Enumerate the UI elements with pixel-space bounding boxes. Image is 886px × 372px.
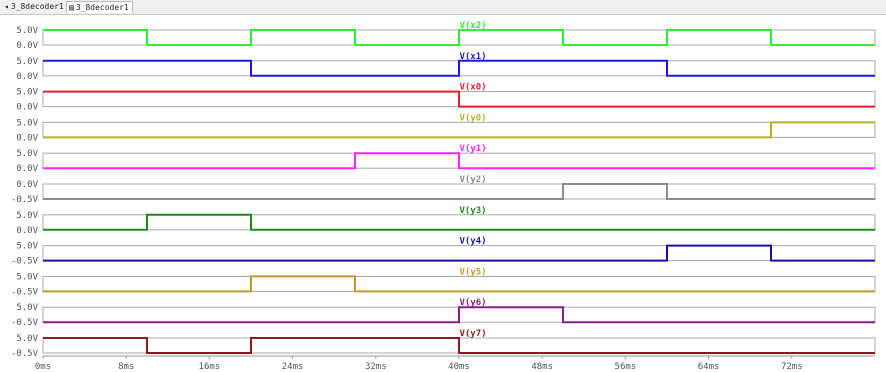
series-label: V(y2) bbox=[459, 175, 486, 185]
waveform-icon: ◂ bbox=[4, 2, 9, 11]
trace-vy3 bbox=[43, 213, 875, 231]
tab-bar: ◂ 3_8decoder1 ▤ 3_8decoder1 bbox=[0, 0, 886, 15]
trace-vx2 bbox=[43, 29, 875, 46]
ytick-label: -0.5V bbox=[11, 195, 39, 205]
ytick-label: 0.0V bbox=[16, 226, 38, 236]
trace-vx1 bbox=[43, 59, 875, 77]
series-label: V(y5) bbox=[459, 267, 486, 277]
series-label: V(x0) bbox=[459, 83, 486, 93]
ytick-label: 5.0V bbox=[16, 149, 38, 159]
xtick-label: 48ms bbox=[531, 362, 553, 372]
xtick-label: 16ms bbox=[199, 362, 221, 372]
ytick-label: 0.0V bbox=[16, 103, 38, 113]
ytick-label: 5.0V bbox=[16, 57, 38, 67]
series-label: V(y4) bbox=[459, 237, 486, 247]
series-label: V(x2) bbox=[459, 21, 486, 31]
ytick-label: 5.0V bbox=[16, 26, 38, 36]
trace-frame-vy0 bbox=[42, 121, 876, 138]
xtick-label: 32ms bbox=[365, 362, 387, 372]
ytick-label: 5.0V bbox=[16, 242, 38, 252]
series-label: V(y3) bbox=[459, 206, 486, 216]
series-label: V(y0) bbox=[459, 113, 486, 123]
ytick-label: -0.5V bbox=[11, 257, 39, 267]
series-label: V(y7) bbox=[459, 329, 486, 339]
ytick-label: 5.0V bbox=[16, 88, 38, 98]
trace-vy0 bbox=[43, 121, 875, 139]
ytick-label: -0.5V bbox=[11, 349, 39, 359]
tab-label: 3_8decoder1 bbox=[75, 2, 129, 12]
trace-frame-vy4 bbox=[42, 245, 876, 262]
xtick-label: 72ms bbox=[781, 362, 803, 372]
ytick-label: 5.0V bbox=[16, 211, 38, 221]
trace-frame-vy3 bbox=[42, 214, 876, 231]
tab-3-8decoder-schematic[interactable]: ▤ 3_8decoder1 bbox=[66, 1, 133, 13]
series-label: V(y6) bbox=[459, 298, 486, 308]
xtick-label: 24ms bbox=[282, 362, 304, 372]
trace-vy6 bbox=[43, 306, 875, 324]
trace-vy1 bbox=[43, 152, 875, 170]
waveform-plot[interactable]: 5.0V 0.0V V(x2) 5.0V 0.0V V(x1) 5.0V 0.0V V(x0) 5… bbox=[0, 15, 886, 372]
xtick-label: 40ms bbox=[448, 362, 470, 372]
ytick-label: 0.0V bbox=[16, 164, 38, 174]
ytick-label: 0.0V bbox=[16, 133, 38, 143]
trace-vy7 bbox=[43, 337, 875, 354]
ytick-label: 5.0V bbox=[16, 334, 38, 344]
ytick-label: 5.0V bbox=[16, 303, 38, 313]
ytick-label: 0.0V bbox=[16, 180, 38, 190]
xtick-label: 64ms bbox=[698, 362, 720, 372]
schematic-icon: ▤ bbox=[69, 2, 74, 12]
ytick-label: 0.0V bbox=[16, 72, 38, 82]
series-label: V(x1) bbox=[459, 52, 486, 62]
xtick-label: 8ms bbox=[118, 362, 134, 372]
ytick-label: 5.0V bbox=[16, 118, 38, 128]
trace-vy5 bbox=[43, 275, 875, 293]
trace-vy4 bbox=[43, 244, 875, 262]
trace-vx0 bbox=[43, 90, 875, 108]
ytick-label: 0.0V bbox=[16, 41, 38, 51]
trace-frame-vy2 bbox=[42, 183, 876, 200]
tab-3-8decoder-waveform[interactable]: ◂ 3_8decoder1 bbox=[2, 1, 67, 13]
tab-label: 3_8decoder1 bbox=[10, 2, 64, 11]
trace-vy2 bbox=[43, 183, 875, 200]
ytick-label: 5.0V bbox=[16, 272, 38, 282]
series-label: V(y1) bbox=[459, 144, 486, 154]
ytick-label: -0.5V bbox=[11, 318, 39, 328]
xtick-label: 0ms bbox=[35, 362, 51, 372]
trace-frame-vy5 bbox=[42, 275, 876, 292]
ytick-label: -0.5V bbox=[11, 287, 39, 297]
xtick-label: 56ms bbox=[615, 362, 637, 372]
